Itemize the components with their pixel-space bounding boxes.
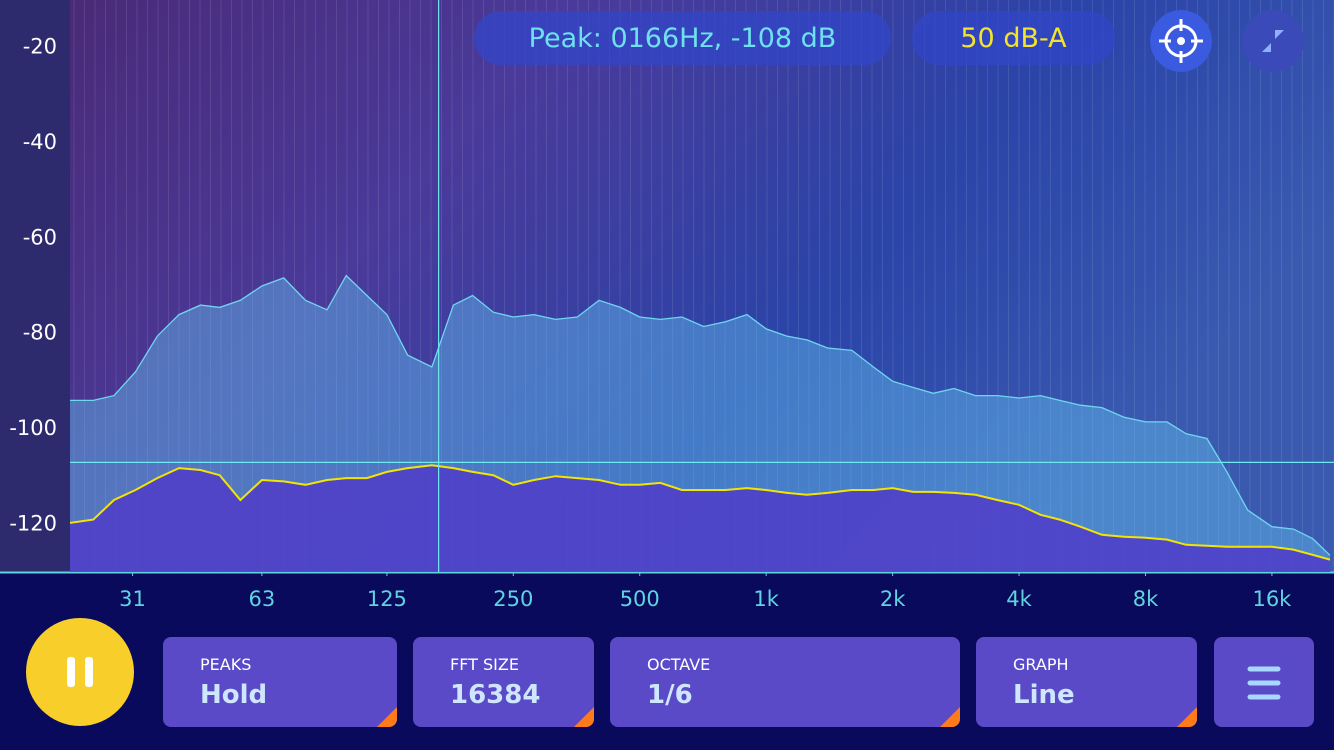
control-label: GRAPH bbox=[1013, 655, 1069, 674]
grid-pattern bbox=[70, 0, 1334, 572]
target-button[interactable] bbox=[1150, 10, 1212, 72]
x-tick-label: 31 bbox=[119, 587, 146, 611]
spectrum-line bbox=[69, 464, 1331, 561]
x-tick-label: 500 bbox=[620, 587, 660, 611]
x-tick-label: 1k bbox=[753, 587, 779, 611]
peak-readout: Peak: 0166Hz, -108 dB bbox=[474, 11, 891, 65]
x-tick-label: 16k bbox=[1252, 587, 1292, 611]
y-axis-band bbox=[0, 0, 70, 572]
fft-size-control[interactable]: FFT SIZE 16384 bbox=[413, 637, 594, 727]
x-tick-label: 8k bbox=[1133, 587, 1159, 611]
y-tick-label: -60 bbox=[23, 225, 57, 249]
control-label: OCTAVE bbox=[647, 655, 711, 674]
y-tick-label: -20 bbox=[23, 35, 57, 59]
control-label: PEAKS bbox=[200, 655, 252, 674]
spectrum-line bbox=[70, 274, 1331, 556]
pause-button[interactable] bbox=[25, 617, 135, 727]
y-tick-label: -80 bbox=[23, 321, 57, 345]
control-value: 16384 bbox=[450, 680, 541, 710]
expand-button[interactable] bbox=[1242, 10, 1304, 72]
x-tick-label: 63 bbox=[249, 587, 276, 611]
x-tick-label: 2k bbox=[880, 587, 906, 611]
x-tick-label: 125 bbox=[367, 587, 407, 611]
control-value: 1/6 bbox=[647, 680, 693, 710]
menu-button[interactable] bbox=[1214, 637, 1314, 727]
control-label: FFT SIZE bbox=[450, 655, 519, 674]
x-tick-label: 4k bbox=[1006, 587, 1032, 611]
spectrum-chart: -120 -100 -80 -60 -40 -20 31 63 125 250 500 1k 2k 4k 8… bbox=[0, 0, 1334, 620]
y-tick-label: -40 bbox=[23, 130, 57, 154]
y-tick-label: -100 bbox=[9, 416, 57, 440]
y-tick-label: -120 bbox=[9, 511, 57, 535]
weighting-readout[interactable]: 50 dB-A bbox=[912, 11, 1115, 65]
peaks-control[interactable]: PEAKS Hold bbox=[163, 637, 397, 727]
area-fill bbox=[70, 465, 1330, 572]
octave-control[interactable]: OCTAVE 1/6 bbox=[610, 637, 960, 727]
control-value: Line bbox=[1013, 680, 1075, 710]
x-tick-label: 250 bbox=[493, 587, 533, 611]
control-value: Hold bbox=[200, 680, 268, 710]
x-axis-band bbox=[0, 572, 1334, 620]
graph-control[interactable]: GRAPH Line bbox=[976, 637, 1197, 727]
